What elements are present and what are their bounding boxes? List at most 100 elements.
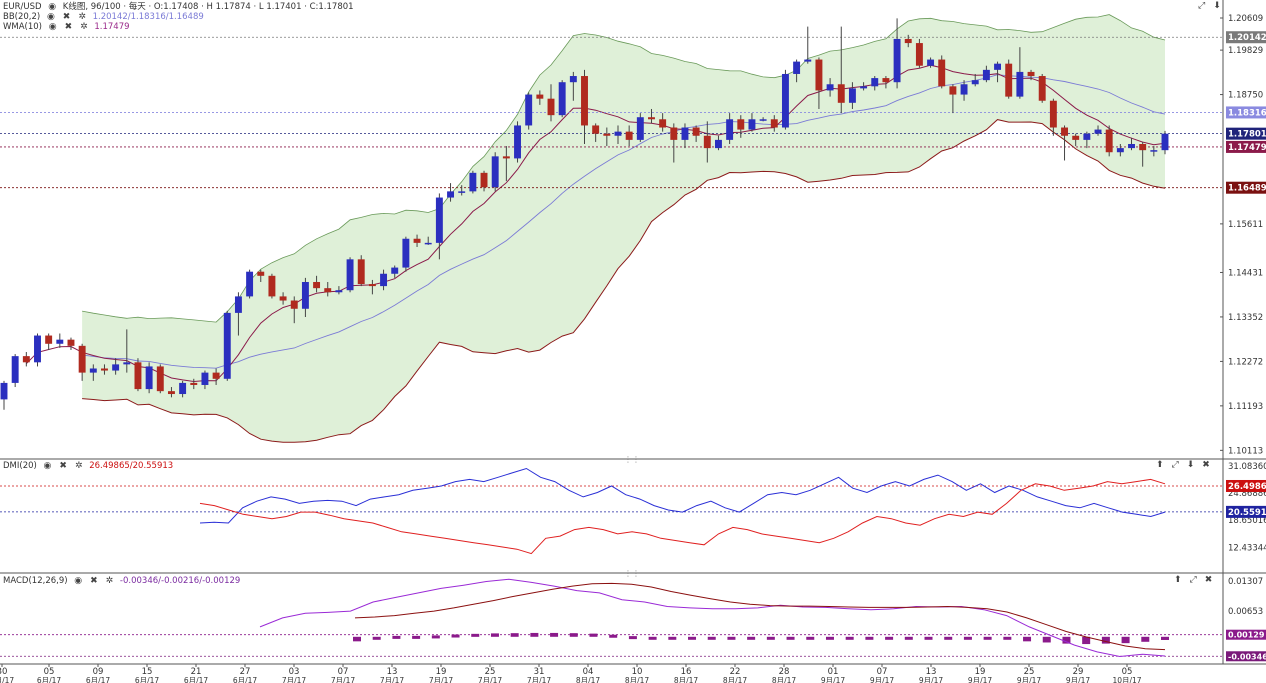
x-tick-month: 9月/17 [821, 676, 846, 683]
candle-body [11, 356, 19, 383]
eye-icon[interactable]: ◉ [48, 2, 57, 12]
candle [1105, 125, 1113, 157]
candle-body [569, 76, 577, 83]
price-tick-label: 1.15611 [1228, 220, 1263, 230]
arrow-up-icon[interactable]: ⬆ [1174, 575, 1182, 585]
candle-body [971, 80, 979, 85]
macd-histogram-bar [628, 636, 637, 640]
macd-histogram-bar [766, 636, 775, 640]
candle [681, 123, 689, 149]
eye-icon[interactable]: ◉ [48, 22, 57, 32]
candle-body [1072, 135, 1080, 140]
candle [848, 82, 856, 109]
macd-pane-controls: ⬆ ⤢ ✖ [1166, 575, 1212, 585]
x-tick-month: 5月/17 [0, 676, 14, 683]
close-icon[interactable]: ✖ [62, 12, 71, 22]
expand-icon[interactable]: ⤢ [1189, 575, 1197, 585]
candle [447, 183, 454, 202]
candle [636, 113, 644, 142]
candle [301, 277, 309, 318]
macd-histogram-bar [668, 636, 677, 640]
expand-icon[interactable]: ⤢ [1171, 460, 1179, 470]
macd-tick-label: 0.00653 [1228, 607, 1263, 617]
candle-body [681, 127, 689, 140]
eye-icon[interactable]: ◉ [46, 12, 55, 22]
macd-histogram-bar [431, 635, 440, 639]
gear-icon[interactable]: ✲ [105, 576, 114, 586]
candle [592, 123, 600, 142]
candle [402, 236, 410, 272]
candle [1061, 125, 1068, 161]
candle-body [480, 172, 488, 188]
close-icon[interactable]: ✖ [64, 22, 73, 32]
gear-icon[interactable]: ✲ [80, 22, 88, 32]
price-pane-controls: ⤢ ⬇ [1190, 1, 1221, 11]
macd-histogram-bar [510, 633, 519, 637]
candle-body [525, 94, 533, 126]
gear-icon[interactable]: ✲ [78, 12, 86, 22]
candle [558, 80, 566, 118]
candle [458, 185, 466, 196]
macd-histogram-bar [1161, 636, 1169, 640]
candle [994, 61, 1002, 83]
candle-body [938, 59, 946, 87]
candle-body [502, 156, 510, 159]
close-icon[interactable]: ✖ [1202, 460, 1210, 470]
gear-icon[interactable]: ✲ [74, 461, 83, 471]
candle [246, 269, 254, 299]
arrow-down-icon[interactable]: ⬇ [1213, 1, 1221, 11]
candle-body [156, 366, 164, 392]
candle [1150, 146, 1158, 157]
x-tick-day: 04 [583, 667, 594, 677]
candle [815, 57, 823, 109]
candle [502, 146, 510, 182]
arrow-down-icon[interactable]: ⬇ [1186, 460, 1195, 470]
candle [234, 292, 242, 336]
price-tick-label: 1.20609 [1228, 14, 1263, 24]
x-tick-month: 7月/17 [282, 676, 307, 683]
candle-body [78, 345, 86, 373]
macd-signal-line [354, 582, 1166, 651]
pane-resize-handle[interactable]: ⋮⋮ [624, 569, 640, 578]
pane-resize-handle[interactable]: ⋮⋮ [624, 455, 640, 464]
x-tick-day: 13 [926, 667, 937, 677]
candle-body [1105, 129, 1113, 153]
candle-body [625, 131, 633, 140]
candle-body [1061, 127, 1068, 136]
candle-body [837, 84, 845, 103]
dmi-plus-line [199, 467, 1166, 524]
candle [1038, 73, 1046, 103]
candle-body [860, 86, 868, 89]
macd-histogram-bar [648, 636, 657, 640]
candle-body [246, 271, 254, 297]
macd-histogram-bar [1141, 636, 1150, 642]
candle [313, 275, 321, 293]
candle-body [703, 135, 711, 149]
price-tag-box [1226, 181, 1266, 194]
candle [34, 333, 41, 367]
macd-histogram-bar [609, 634, 618, 638]
candle-body [1027, 71, 1035, 77]
candle [1083, 131, 1091, 149]
x-tick-month: 9月/17 [1017, 676, 1042, 683]
candle-body [603, 133, 611, 136]
macd-histogram-bar [471, 633, 480, 637]
eye-icon[interactable]: ◉ [74, 576, 83, 586]
candle [547, 84, 555, 122]
candle-body [0, 382, 8, 400]
candle [514, 121, 521, 163]
wma-legend: WMA(10) ◉ ✖ ✲ 1.17479 [3, 22, 130, 33]
candle-body [413, 238, 421, 243]
arrow-up-icon[interactable]: ⬆ [1156, 460, 1164, 470]
candle [826, 78, 834, 97]
x-tick-month: 9月/17 [919, 676, 944, 683]
symbol-label: EUR/USD [3, 2, 42, 12]
eye-icon[interactable]: ◉ [43, 461, 52, 471]
candle-body [692, 127, 700, 136]
x-tick-month: 7月/17 [331, 676, 356, 683]
close-icon[interactable]: ✖ [90, 576, 98, 586]
candle-body [871, 78, 879, 87]
close-icon[interactable]: ✖ [1204, 575, 1213, 585]
close-icon[interactable]: ✖ [59, 461, 67, 471]
expand-icon[interactable]: ⤢ [1198, 1, 1206, 11]
